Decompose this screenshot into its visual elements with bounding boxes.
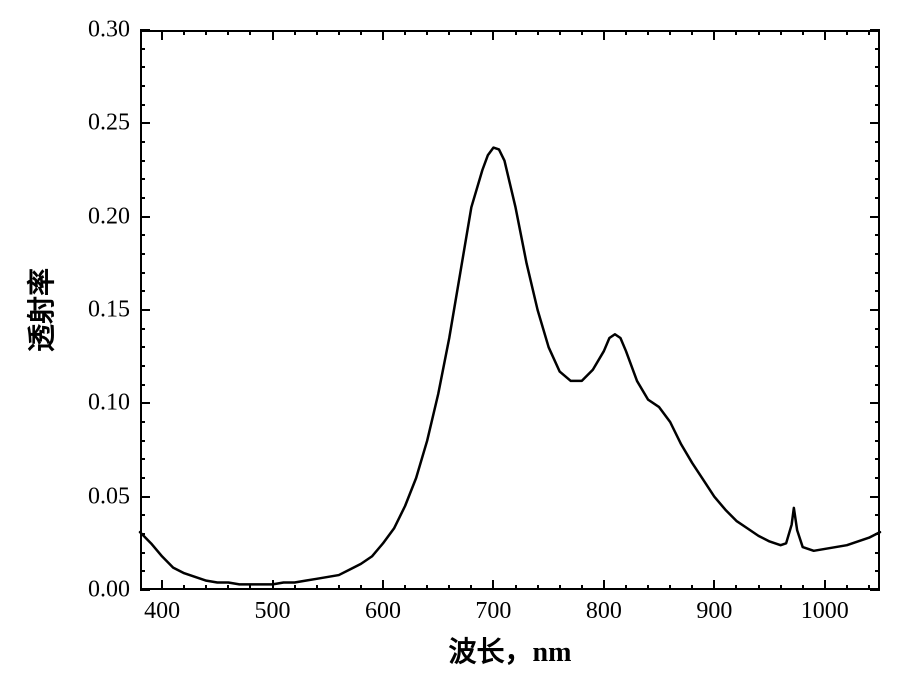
x-tick-label: 700: [475, 598, 511, 625]
y-tick-label: 0.00: [88, 577, 130, 604]
y-tick-label: 0.30: [88, 17, 130, 44]
x-tick-label: 900: [696, 598, 732, 625]
x-axis-label: 波长，nm: [449, 630, 572, 670]
x-tick-label: 600: [365, 598, 401, 625]
x-tick-label: 1000: [801, 598, 849, 625]
x-tick-label: 400: [144, 598, 180, 625]
y-axis-label: 透射率: [20, 268, 60, 352]
x-tick-label: 800: [586, 598, 622, 625]
x-tick-label: 500: [255, 598, 291, 625]
y-tick-label: 0.10: [88, 390, 130, 417]
y-tick-label: 0.20: [88, 203, 130, 230]
y-tick-label: 0.15: [88, 297, 130, 324]
y-tick-label: 0.05: [88, 483, 130, 510]
y-tick-label: 0.25: [88, 110, 130, 137]
chart-container: 波长，nm 透射率 400 500 600 700 800 900 1000 0.00 0.05…: [0, 0, 917, 692]
